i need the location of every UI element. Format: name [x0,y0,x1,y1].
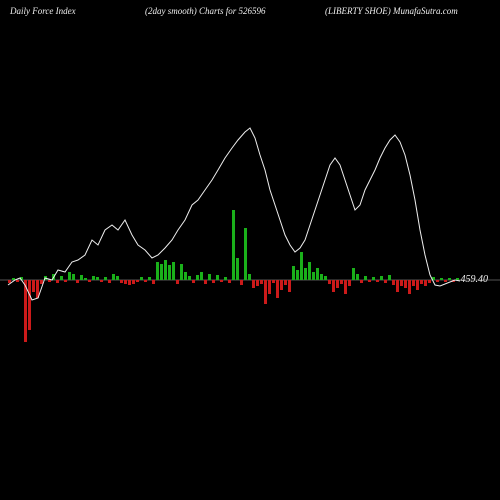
chart-svg [0,30,500,470]
chart-header: Daily Force Index (2day smooth) Charts f… [0,6,500,22]
price-label: 459.40 [461,274,489,285]
chart-area: 459.40 [0,30,500,470]
title-mid: (2day smooth) Charts for 526596 [145,6,266,16]
title-right: (LIBERTY SHOE) MunafaSutra.com [325,6,458,16]
title-left: Daily Force Index [10,6,76,16]
